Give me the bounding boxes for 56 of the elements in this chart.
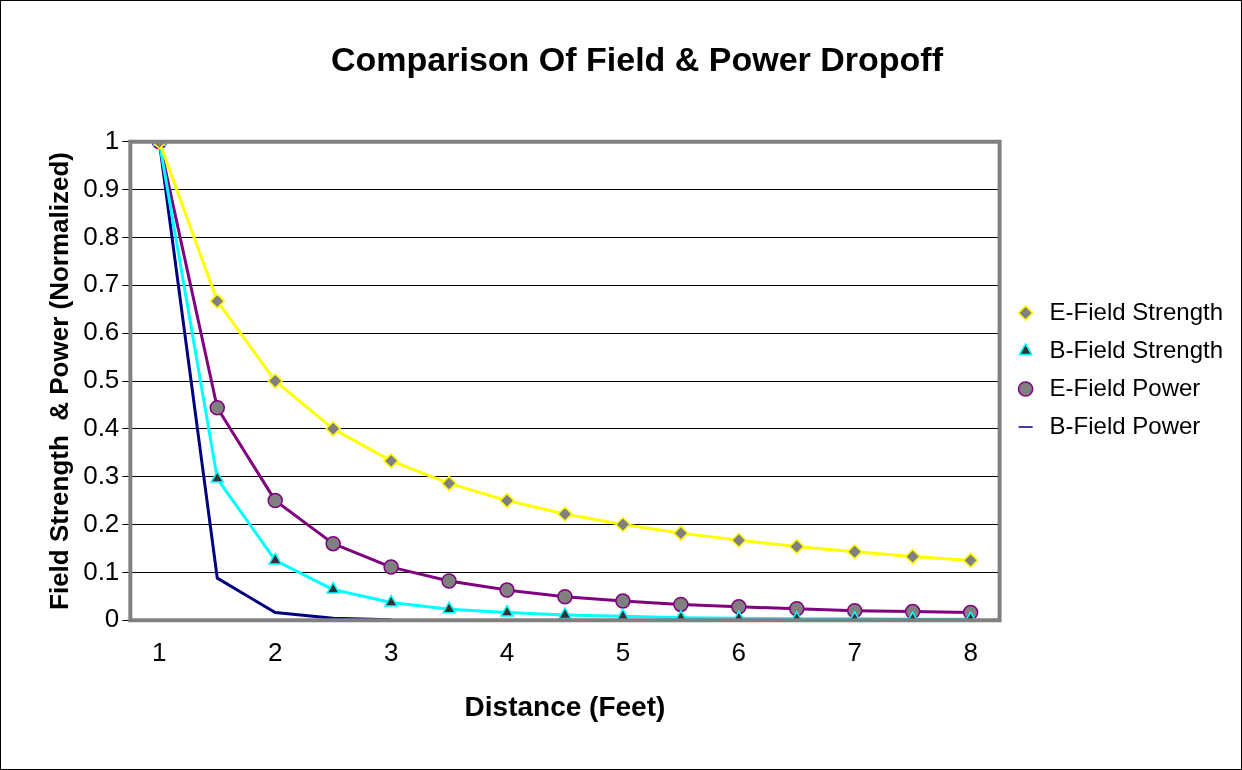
y-tick-label: 0.9	[83, 172, 120, 203]
point	[267, 492, 283, 509]
x-tick-label: 3	[383, 636, 399, 667]
point	[499, 582, 515, 598]
point	[500, 604, 514, 617]
x-tick-label: 5	[615, 636, 631, 667]
point	[673, 525, 689, 541]
point	[325, 535, 341, 552]
point	[499, 492, 515, 509]
legend-label: E-Field Power	[1049, 373, 1201, 401]
y-tick-label: 0.2	[83, 507, 120, 538]
y-tick-label: 0.6	[83, 316, 120, 347]
chart-title: Comparison Of Field & Power Dropoff	[330, 39, 944, 78]
y-tick-label: 0.8	[83, 220, 120, 251]
point	[268, 552, 283, 565]
point	[673, 596, 689, 613]
point	[557, 506, 573, 522]
x-tick-label: 2	[267, 636, 283, 667]
y-tick-label: 0.7	[83, 268, 120, 299]
y-tick-label: 0	[104, 603, 120, 634]
x-tick-label: 6	[731, 636, 747, 667]
point	[615, 516, 631, 533]
x-tick-label: 1	[152, 636, 167, 667]
point	[731, 532, 747, 549]
y-tick-label: 0.3	[83, 459, 120, 490]
x-tick-label: 8	[963, 636, 978, 667]
y-tick-label: 1	[104, 124, 120, 155]
legend-label: B-Field Power	[1049, 411, 1201, 439]
point	[325, 421, 341, 437]
point	[731, 599, 747, 615]
point	[209, 400, 226, 416]
y-tick-label: 0.5	[83, 364, 120, 395]
point	[615, 593, 631, 609]
point	[557, 589, 573, 605]
point	[384, 594, 398, 607]
y-axis-title: Field Strength & Power (Normalized)	[43, 152, 74, 610]
legend-label: E-Field Strength	[1049, 297, 1224, 325]
point	[904, 548, 921, 565]
point	[962, 552, 979, 569]
point	[442, 601, 456, 614]
point	[441, 573, 457, 589]
point	[210, 470, 225, 483]
x-axis-title: Distance (Feet)	[464, 690, 666, 722]
point	[846, 544, 863, 560]
y-tick-label: 0.1	[83, 555, 120, 586]
point	[789, 538, 805, 555]
point	[441, 475, 457, 492]
legend-label: B-Field Strength	[1049, 335, 1224, 363]
point	[209, 293, 226, 309]
x-tick-label: 7	[847, 636, 862, 667]
point	[326, 581, 340, 594]
point	[267, 373, 283, 389]
point	[383, 453, 399, 469]
y-tick-label: 0.4	[83, 412, 120, 443]
x-tick-label: 4	[499, 636, 515, 667]
point	[383, 559, 399, 575]
